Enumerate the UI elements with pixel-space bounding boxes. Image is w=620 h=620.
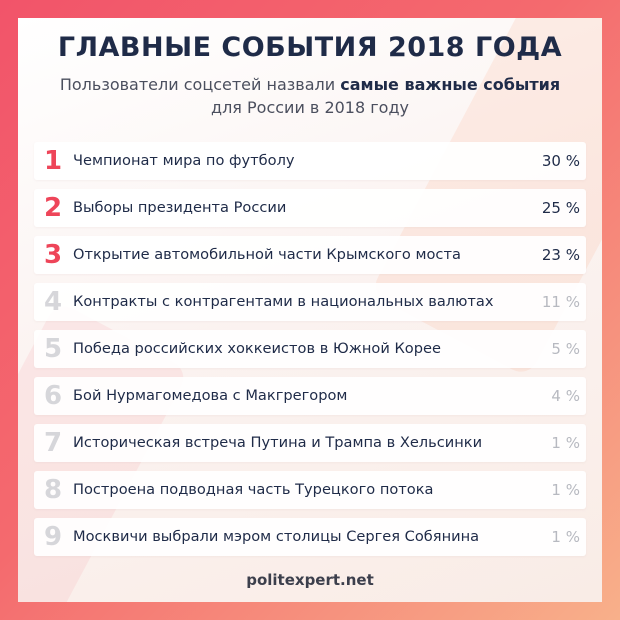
rank-number: 9: [43, 522, 63, 552]
event-percent: 1 %: [551, 481, 580, 499]
list-item: 7 Историческая встреча Путина и Трампа в…: [34, 424, 586, 462]
event-label: Контракты с контрагентами в национальных…: [73, 293, 494, 310]
event-label: Выборы президента России: [73, 199, 287, 216]
subtitle: Пользователи соцсетей назвали самые важн…: [18, 73, 602, 119]
event-percent: 1 %: [551, 434, 580, 452]
list-item: 2 Выборы президента России 25 %: [34, 189, 586, 227]
rank-number: 6: [43, 381, 63, 411]
event-percent: 5 %: [551, 340, 580, 358]
subtitle-emphasis: самые важные события: [340, 75, 561, 94]
event-percent: 25 %: [541, 199, 580, 217]
event-label: Построена подводная часть Турецкого пото…: [73, 481, 434, 498]
list-item: 9 Москвичи выбрали мэром столицы Сергея …: [34, 518, 586, 556]
rank-number: 3: [43, 240, 63, 270]
subtitle-text-line2: для России в 2018 году: [211, 98, 409, 117]
rank-number: 4: [43, 287, 63, 317]
event-percent: 23 %: [541, 246, 580, 264]
list-item: 5 Победа российских хоккеистов в Южной К…: [34, 330, 586, 368]
rank-number: 7: [43, 428, 63, 458]
event-label: Чемпионат мира по футболу: [73, 152, 295, 169]
event-percent: 11 %: [541, 293, 580, 311]
rank-number: 1: [43, 146, 63, 176]
list-item: 1 Чемпионат мира по футболу 30 %: [34, 142, 586, 180]
list-item: 4 Контракты с контрагентами в национальн…: [34, 283, 586, 321]
list-item: 8 Построена подводная часть Турецкого по…: [34, 471, 586, 509]
event-label: Бой Нурмагомедова с Макгрегором: [73, 387, 348, 404]
event-percent: 4 %: [551, 387, 580, 405]
subtitle-text: Пользователи соцсетей назвали: [59, 75, 341, 94]
event-label: Открытие автомобильной части Крымского м…: [73, 246, 461, 263]
event-label: Москвичи выбрали мэром столицы Сергея Со…: [73, 528, 480, 545]
infographic-card: ГЛАВНЫЕ СОБЫТИЯ 2018 ГОДА Пользователи с…: [18, 18, 602, 602]
source-footer: politexpert.net: [246, 571, 374, 589]
rank-number: 2: [43, 193, 63, 223]
event-percent: 1 %: [551, 528, 580, 546]
page-title: ГЛАВНЫЕ СОБЫТИЯ 2018 ГОДА: [57, 32, 563, 63]
rank-number: 8: [43, 475, 63, 505]
event-percent: 30 %: [541, 152, 580, 170]
event-label: Историческая встреча Путина и Трампа в Х…: [73, 434, 483, 451]
events-list: 1 Чемпионат мира по футболу 30 % 2 Выбор…: [34, 142, 586, 565]
list-item: 3 Открытие автомобильной части Крымского…: [34, 236, 586, 274]
rank-number: 5: [43, 334, 63, 364]
event-label: Победа российских хоккеистов в Южной Кор…: [73, 340, 441, 357]
list-item: 6 Бой Нурмагомедова с Макгрегором 4 %: [34, 377, 586, 415]
